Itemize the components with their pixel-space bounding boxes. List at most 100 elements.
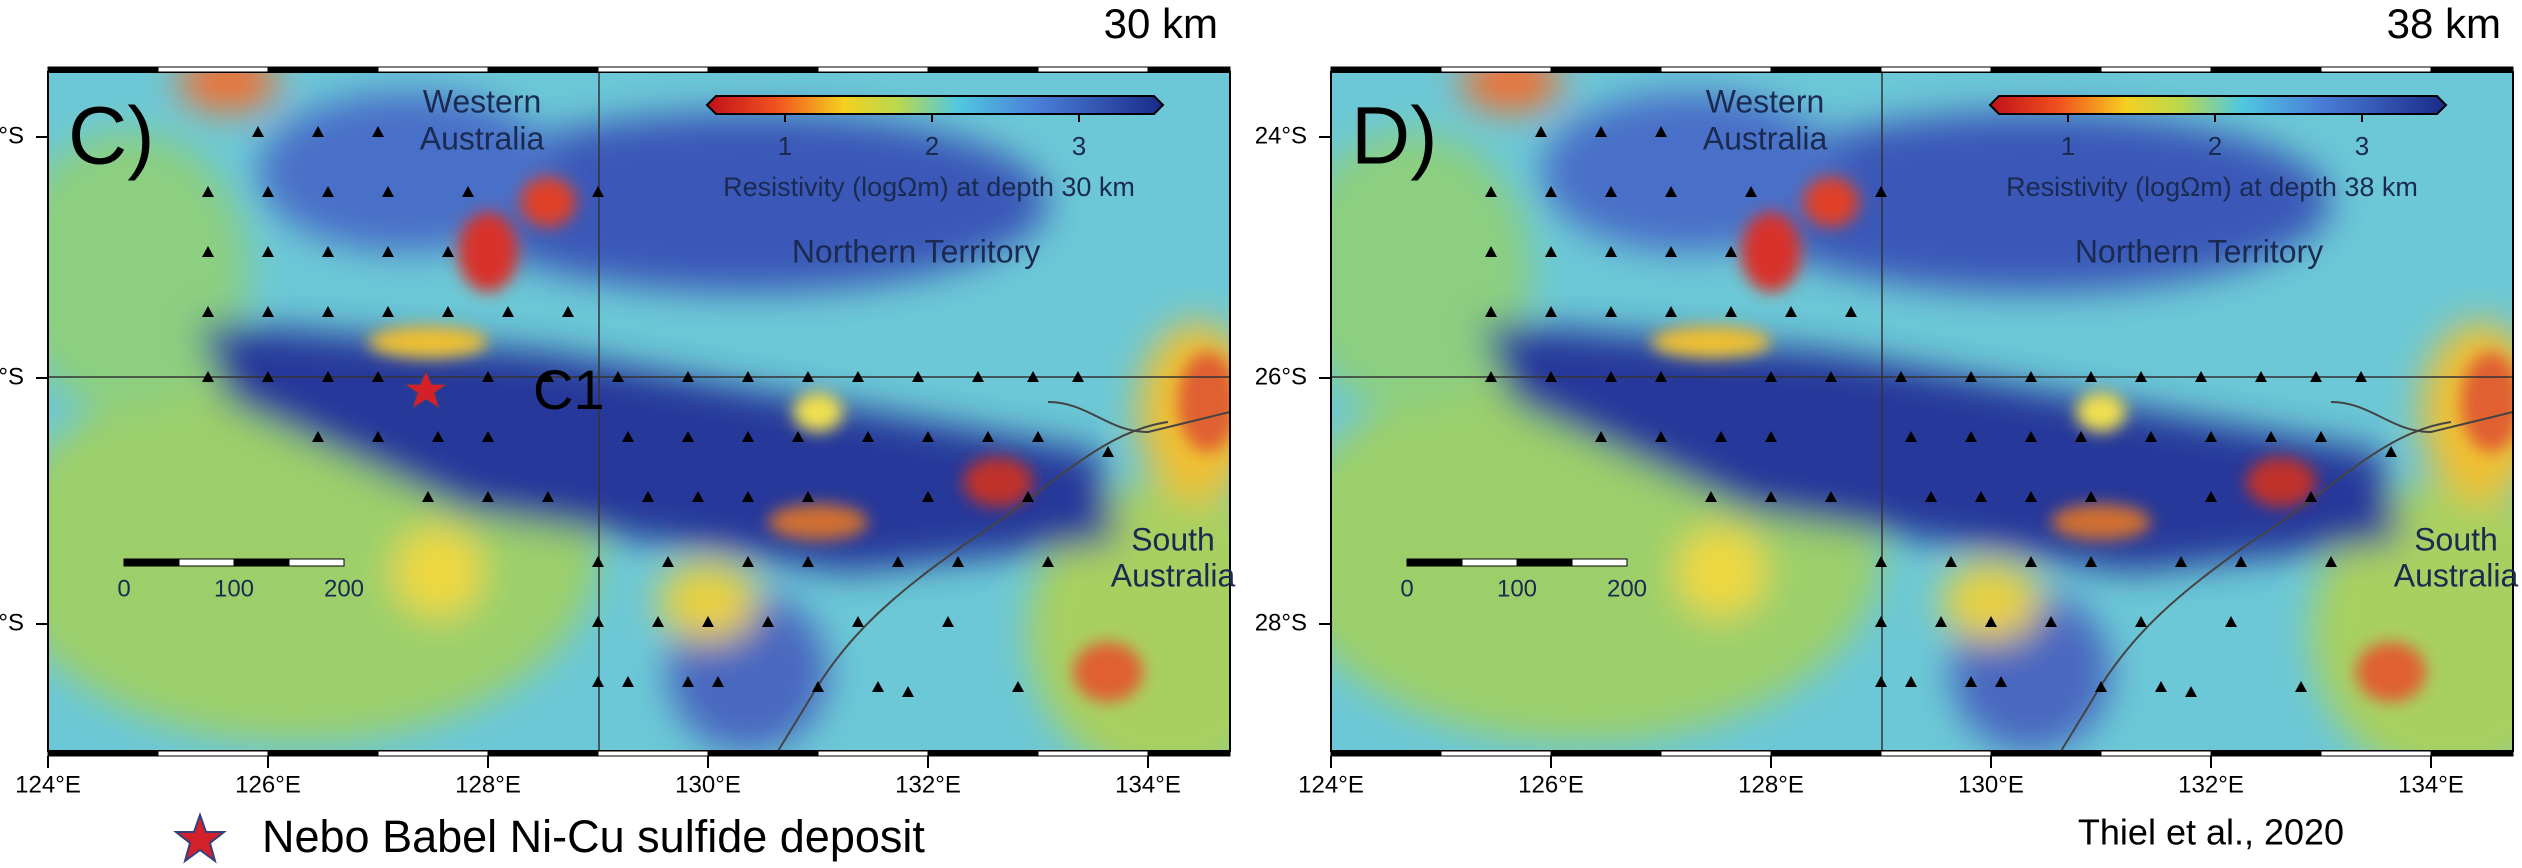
lat-label: 28°S — [1255, 609, 1307, 636]
scale-label: 200 — [1607, 575, 1647, 602]
region-label: Western — [1706, 83, 1825, 119]
colorbar-tick-label: 1 — [2061, 131, 2075, 161]
lon-label: 124°E — [1298, 771, 1364, 798]
frame-bar — [1661, 67, 1771, 72]
legend-text: Nebo Babel Ni-Cu sulfide deposit — [262, 811, 925, 862]
frame-bar — [1441, 67, 1551, 72]
region-label: South — [1131, 521, 1215, 557]
colorbar-label: Resistivity (logΩm) at depth 30 km — [723, 172, 1135, 202]
frame-bar — [1551, 751, 1661, 756]
lon-label: 134°E — [2398, 771, 2464, 798]
region-label: Australia — [1111, 557, 1236, 593]
frame-bar — [2211, 67, 2321, 72]
scale-bar — [289, 559, 344, 566]
panels: C)WesternAustraliaNorthern TerritorySout… — [0, 52, 2522, 782]
map-image — [1281, 52, 2522, 782]
frame-bar — [1441, 751, 1551, 756]
frame-bar — [598, 751, 708, 756]
frame-bar — [1881, 67, 1991, 72]
lon-label: 132°E — [2178, 771, 2244, 798]
frame-bar — [818, 67, 928, 72]
region-label: Northern Territory — [792, 233, 1040, 269]
frame-bar — [1331, 67, 1441, 72]
scale-bar — [1462, 559, 1517, 566]
region-label: Australia — [1703, 120, 1828, 156]
scale-label: 100 — [1497, 575, 1537, 602]
frame-bar — [378, 67, 488, 72]
frame-bar — [1148, 67, 1230, 72]
lon-label: 130°E — [1958, 771, 2024, 798]
colorbar-label: Resistivity (logΩm) at depth 38 km — [2006, 172, 2418, 202]
frame-bar — [1038, 67, 1148, 72]
frame-bar — [2321, 67, 2431, 72]
frame-bar — [1331, 751, 1441, 756]
lat-label: 28°S — [0, 609, 24, 636]
scale-bar — [1572, 559, 1627, 566]
region-label: Australia — [2394, 557, 2519, 593]
lon-label: 132°E — [895, 771, 961, 798]
lat-label: 24°S — [0, 122, 24, 149]
frame-bar — [268, 751, 378, 756]
depth-title: 30 km — [1104, 0, 1218, 47]
resistivity-map — [0, 52, 1308, 782]
colorbar-tick-label: 1 — [778, 131, 792, 161]
scale-bar — [234, 559, 289, 566]
frame-bar — [48, 67, 158, 72]
legend: Nebo Babel Ni-Cu sulfide deposit — [176, 811, 925, 862]
frame-bar — [158, 67, 268, 72]
depth-title: 38 km — [2387, 0, 2501, 47]
lon-label: 126°E — [235, 771, 301, 798]
region-label: Australia — [420, 120, 545, 156]
colorbar-tick-label: 3 — [2355, 131, 2369, 161]
legend-star — [176, 815, 224, 861]
frame-bar — [158, 751, 268, 756]
scale-label: 0 — [117, 575, 130, 602]
frame-bar — [1038, 751, 1148, 756]
scale-bar — [1407, 559, 1462, 566]
frame-bar — [1148, 751, 1230, 756]
map-panel: D)WesternAustraliaNorthern TerritorySout… — [1281, 52, 2522, 782]
map-image — [0, 52, 1308, 782]
frame-bar — [378, 751, 488, 756]
frame-bar — [818, 751, 928, 756]
frame-bar — [2211, 751, 2321, 756]
panel-label: D) — [1351, 91, 1438, 182]
citation: Thiel et al., 2020 — [2078, 812, 2344, 853]
lon-label: 128°E — [1738, 771, 1804, 798]
scale-label: 0 — [1400, 575, 1413, 602]
frame-bar — [2321, 751, 2431, 756]
frame-bar — [1991, 751, 2101, 756]
frame-bar — [928, 67, 1038, 72]
frame-bar — [488, 67, 598, 72]
region-label: Western — [423, 83, 542, 119]
colorbar-tick-label: 3 — [1072, 131, 1086, 161]
colorbar-tick-label: 2 — [2208, 131, 2222, 161]
lon-label: 126°E — [1518, 771, 1584, 798]
scale-bar — [1517, 559, 1572, 566]
lat-label: 26°S — [1255, 363, 1307, 390]
scale-bar — [179, 559, 234, 566]
frame-bar — [1991, 67, 2101, 72]
annotation: C1 — [533, 358, 605, 421]
frame-bar — [1661, 751, 1771, 756]
lon-label: 128°E — [455, 771, 521, 798]
lat-label: 26°S — [0, 363, 24, 390]
frame-bar — [708, 751, 818, 756]
colorbar — [1990, 96, 2446, 114]
frame-bar — [1771, 751, 1881, 756]
lon-label: 130°E — [675, 771, 741, 798]
frame-bar — [2101, 67, 2211, 72]
frame-bar — [1771, 67, 1881, 72]
scale-label: 100 — [214, 575, 254, 602]
frame-bar — [2431, 67, 2513, 72]
panel-label: C) — [68, 91, 155, 182]
frame-bar — [488, 751, 598, 756]
frame-bar — [928, 751, 1038, 756]
figure: C)WesternAustraliaNorthern TerritorySout… — [0, 0, 2522, 868]
frame-bar — [268, 67, 378, 72]
colorbar-tick-label: 2 — [925, 131, 939, 161]
scale-label: 200 — [324, 575, 364, 602]
resistivity-map — [1281, 52, 2522, 782]
frame-bar — [598, 67, 708, 72]
